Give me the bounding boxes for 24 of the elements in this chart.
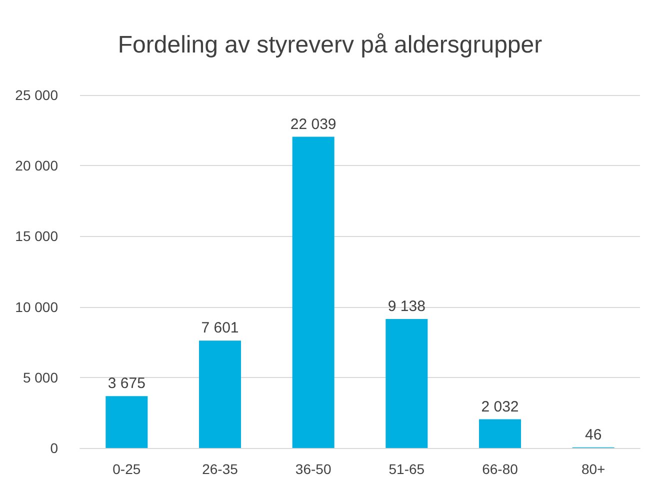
bar — [106, 396, 148, 448]
x-tick-label: 51-65 — [388, 461, 425, 477]
bar — [199, 340, 241, 448]
x-tick-label: 0-25 — [112, 461, 141, 477]
data-label: 46 — [584, 426, 602, 444]
x-tick-label: 66-80 — [482, 461, 518, 477]
y-tick-label: 5 000 — [22, 369, 58, 386]
y-tick-label: 0 — [50, 440, 58, 456]
y-tick-label: 10 000 — [15, 298, 58, 315]
x-tick-label: 26-35 — [202, 461, 238, 477]
x-tick-label: 36-50 — [295, 461, 332, 477]
data-label: 9 138 — [388, 298, 426, 315]
y-tick-label: 25 000 — [15, 87, 58, 103]
x-tick-label: 80+ — [581, 461, 606, 477]
data-label: 3 675 — [108, 375, 146, 392]
bar — [386, 318, 428, 448]
data-label: 7 601 — [201, 320, 239, 337]
bar — [479, 419, 521, 448]
y-tick-label: 20 000 — [15, 158, 58, 174]
chart-title: Fordeling av styreverv på aldersgrupper — [118, 32, 542, 58]
y-tick-label: 15 000 — [15, 228, 58, 244]
bar — [292, 136, 334, 448]
data-label: 22 039 — [290, 116, 336, 133]
data-label: 2 032 — [481, 398, 519, 416]
